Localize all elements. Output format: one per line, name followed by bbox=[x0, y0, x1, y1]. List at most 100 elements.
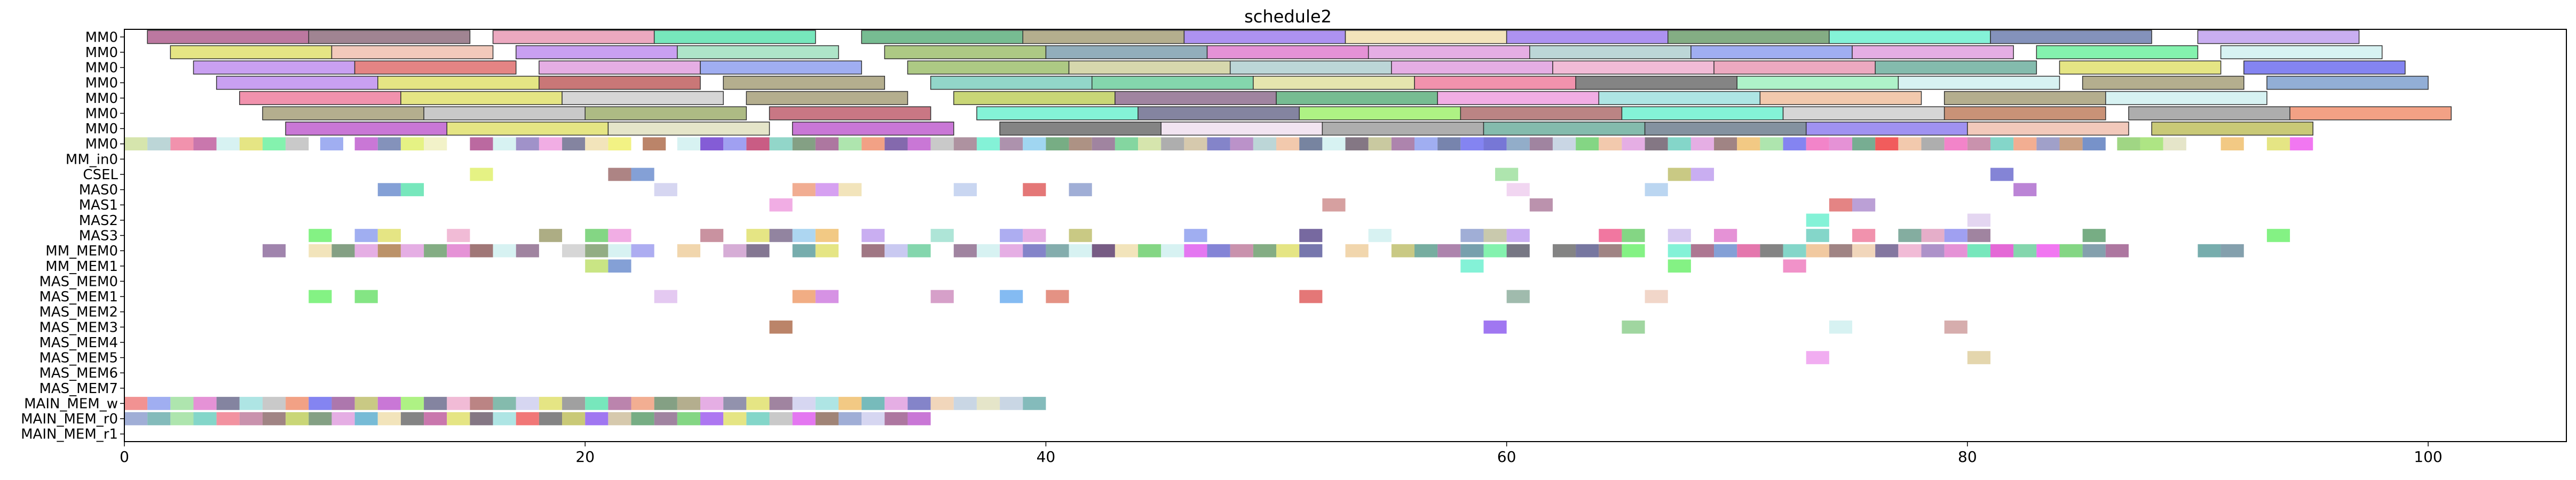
bar-111 bbox=[700, 137, 724, 151]
bar-19 bbox=[1206, 45, 1369, 60]
bar-380 bbox=[262, 412, 286, 426]
bar-31 bbox=[1068, 60, 1231, 75]
bar-3 bbox=[653, 30, 816, 44]
bar-154 bbox=[1690, 137, 1714, 151]
bar-11 bbox=[1990, 30, 2152, 44]
bar-319 bbox=[792, 290, 816, 303]
bar-385 bbox=[377, 412, 401, 426]
bar-267 bbox=[1069, 244, 1092, 258]
bar-221 bbox=[1184, 229, 1207, 242]
bar-191 bbox=[953, 183, 977, 196]
bar-33 bbox=[1391, 60, 1553, 75]
bar-276 bbox=[1276, 244, 1300, 258]
bar-325 bbox=[1506, 290, 1530, 303]
bar-79 bbox=[607, 122, 770, 136]
bar-195 bbox=[1645, 183, 1668, 196]
x-tick-label-5: 100 bbox=[2414, 448, 2442, 466]
bar-166 bbox=[1967, 137, 1990, 151]
bar-317 bbox=[354, 290, 378, 303]
bar-174 bbox=[2163, 137, 2186, 151]
bar-57 bbox=[1115, 91, 1277, 105]
x-tick-label-3: 60 bbox=[1497, 448, 1516, 466]
bar-142 bbox=[1414, 137, 1438, 151]
bar-185 bbox=[377, 183, 401, 196]
bar-323 bbox=[1046, 290, 1069, 303]
bar-403 bbox=[792, 412, 816, 426]
bar-172 bbox=[2117, 137, 2140, 151]
y-tick-label-14: MM_MEM0 bbox=[45, 243, 118, 259]
bar-287 bbox=[1599, 244, 1622, 258]
bars-layer bbox=[124, 30, 2452, 426]
bar-277 bbox=[1299, 244, 1323, 258]
bar-280 bbox=[1414, 244, 1438, 258]
bar-95 bbox=[262, 137, 286, 151]
bar-157 bbox=[1760, 137, 1783, 151]
bar-311 bbox=[585, 259, 609, 273]
bar-372 bbox=[1000, 397, 1023, 410]
bar-164 bbox=[1921, 137, 1945, 151]
bar-390 bbox=[493, 412, 516, 426]
bar-153 bbox=[1668, 137, 1691, 151]
bar-62 bbox=[1943, 91, 2106, 105]
bar-222 bbox=[1299, 229, 1323, 242]
bar-175 bbox=[2221, 137, 2244, 151]
bar-192 bbox=[1023, 183, 1046, 196]
bar-55 bbox=[746, 91, 908, 105]
bar-260 bbox=[884, 244, 908, 258]
bar-219 bbox=[1023, 229, 1046, 242]
bar-405 bbox=[838, 412, 862, 426]
bar-118 bbox=[862, 137, 885, 151]
y-tick-label-17: MAS_MEM1 bbox=[39, 289, 118, 305]
bar-168 bbox=[2013, 137, 2037, 151]
bar-105 bbox=[539, 137, 563, 151]
bar-178 bbox=[470, 167, 493, 181]
bar-36 bbox=[1875, 60, 2037, 75]
bar-307 bbox=[2082, 244, 2106, 258]
bar-108 bbox=[608, 137, 631, 151]
bar-272 bbox=[1184, 244, 1207, 258]
bar-215 bbox=[815, 229, 839, 242]
bar-220 bbox=[1069, 229, 1092, 242]
bar-201 bbox=[1852, 198, 1876, 212]
bar-186 bbox=[400, 183, 424, 196]
bar-339 bbox=[239, 397, 263, 410]
bar-2 bbox=[492, 30, 655, 44]
bar-271 bbox=[1161, 244, 1184, 258]
bar-46 bbox=[1414, 76, 1576, 90]
bar-273 bbox=[1207, 244, 1230, 258]
bar-368 bbox=[907, 397, 931, 410]
bar-131 bbox=[1161, 137, 1184, 151]
bar-28 bbox=[539, 60, 701, 75]
bar-147 bbox=[1529, 137, 1553, 151]
bar-330 bbox=[1829, 320, 1853, 334]
bar-32 bbox=[1229, 60, 1392, 75]
bar-281 bbox=[1437, 244, 1461, 258]
bar-259 bbox=[862, 244, 885, 258]
bar-367 bbox=[884, 397, 908, 410]
bar-326 bbox=[1645, 290, 1668, 303]
bar-328 bbox=[1483, 320, 1507, 334]
bar-135 bbox=[1253, 137, 1277, 151]
bar-120 bbox=[907, 137, 931, 151]
bar-322 bbox=[1000, 290, 1023, 303]
bar-243 bbox=[377, 244, 401, 258]
bar-204 bbox=[309, 229, 332, 242]
bar-232 bbox=[1852, 229, 1876, 242]
bar-318 bbox=[654, 290, 677, 303]
bar-335 bbox=[147, 397, 171, 410]
bar-170 bbox=[2059, 137, 2083, 151]
x-axis: 0 20 40 60 80 100 bbox=[120, 442, 2443, 466]
bar-54 bbox=[562, 91, 724, 105]
bar-125 bbox=[1023, 137, 1046, 151]
y-tick-label-2: MM0 bbox=[85, 60, 118, 76]
bar-80 bbox=[792, 122, 954, 136]
y-tick-label-3: MM0 bbox=[85, 75, 118, 91]
y-tick-label-21: MAS_MEM5 bbox=[39, 350, 118, 366]
bar-350 bbox=[493, 397, 516, 410]
bar-303 bbox=[1990, 244, 2014, 258]
bar-248 bbox=[493, 244, 516, 258]
bar-96 bbox=[286, 137, 309, 151]
bar-407 bbox=[884, 412, 908, 426]
bar-86 bbox=[1805, 122, 1968, 136]
bar-394 bbox=[585, 412, 609, 426]
